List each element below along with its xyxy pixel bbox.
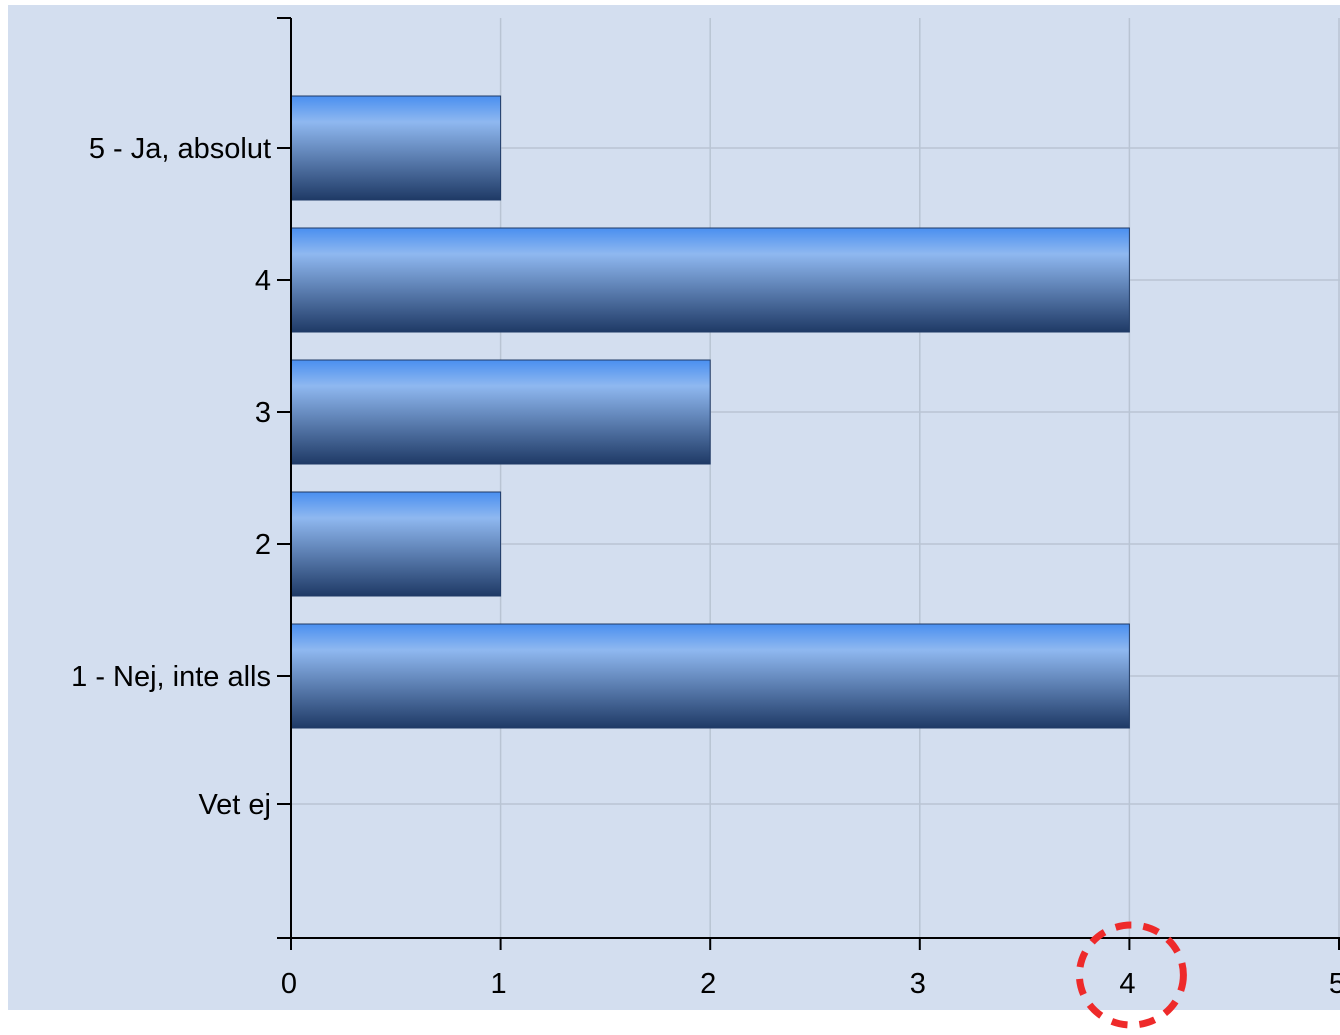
y-tick-label: 4 (255, 265, 271, 297)
x-tick-label: 5 (1329, 968, 1340, 1000)
y-tick-label: 3 (255, 397, 271, 429)
y-tick-label: 2 (255, 529, 271, 561)
x-axis-labels: 0 1 2 3 4 5 (281, 968, 1340, 1000)
y-tick-label: 1 - Nej, inte alls (71, 661, 271, 693)
y-axis-labels: 5 - Ja, absolut 4 3 2 1 - Nej, inte alls Vet … (71, 133, 271, 821)
bar (290, 359, 711, 465)
y-tick-label: 5 - Ja, absolut (89, 133, 271, 165)
plot-background (8, 5, 1340, 1010)
highlight-circle (1075, 921, 1187, 1029)
x-tick-label: 2 (700, 968, 716, 1000)
bar (290, 623, 1130, 729)
axes (277, 17, 1340, 950)
x-tick-label: 1 (491, 968, 507, 1000)
bars (290, 95, 1130, 729)
x-tick-label: 3 (910, 968, 926, 1000)
x-tick-label: 4 (1119, 968, 1135, 1000)
y-tick-label: Vet ej (198, 789, 271, 821)
bar (290, 95, 502, 201)
highlight-marker (1075, 921, 1187, 1029)
x-tick-label: 0 (281, 968, 297, 1000)
bar (290, 491, 502, 597)
bar (290, 227, 1130, 333)
